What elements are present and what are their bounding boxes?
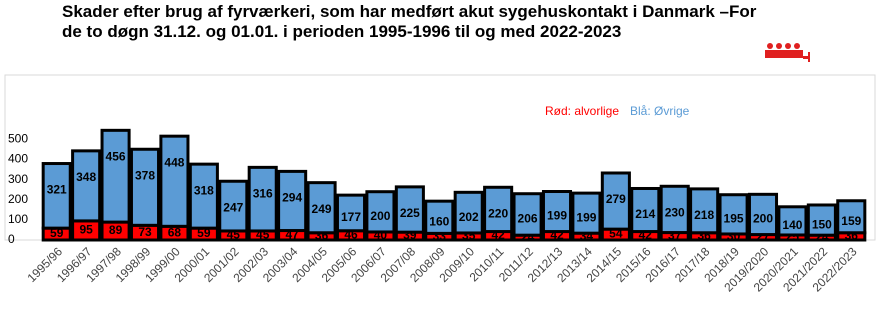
bar-segment <box>747 192 779 237</box>
bar-segment <box>630 186 661 234</box>
data-label: 214 <box>635 207 655 221</box>
y-tick-label: 0 <box>8 232 15 246</box>
data-label: 159 <box>841 214 861 228</box>
y-tick-label: 200 <box>8 192 28 206</box>
bar-segment <box>100 128 131 224</box>
data-label: 73 <box>138 225 152 239</box>
bar-segment <box>335 193 367 233</box>
data-label: 160 <box>429 214 449 228</box>
bar-segment <box>129 147 161 227</box>
chart-title: Skader efter brug af fyrværkeri, som har… <box>62 2 757 41</box>
logo <box>765 43 810 62</box>
data-label: 448 <box>164 155 184 169</box>
data-label: 89 <box>109 223 123 237</box>
data-label: 321 <box>47 183 67 197</box>
data-label: 247 <box>223 200 243 214</box>
data-label: 456 <box>106 150 126 164</box>
data-label: 206 <box>518 212 538 226</box>
data-label: 200 <box>370 209 390 223</box>
data-label: 150 <box>812 217 832 231</box>
bar-segment <box>571 191 602 235</box>
bar-segment <box>689 187 720 235</box>
bar-segment <box>777 205 808 237</box>
data-label: 140 <box>782 218 802 232</box>
data-label: 225 <box>400 206 420 220</box>
data-label: 95 <box>79 223 93 237</box>
data-label: 279 <box>606 192 626 206</box>
bar-segment <box>453 190 484 235</box>
bar-segment <box>806 203 837 237</box>
bar-segment <box>541 190 573 234</box>
bar-segment <box>600 171 631 231</box>
data-label: 177 <box>341 210 361 224</box>
data-label: 220 <box>488 206 508 220</box>
bar-segment <box>394 185 425 234</box>
data-label: 316 <box>253 187 273 201</box>
bar-segment <box>836 199 867 235</box>
legend-entry: Rød: alvorlige <box>545 104 619 118</box>
data-label: 59 <box>197 226 211 240</box>
legend-entry: Blå: Øvrige <box>630 104 690 118</box>
bar-segment <box>512 192 543 237</box>
y-tick-label: 500 <box>8 132 28 146</box>
data-label: 68 <box>168 225 182 239</box>
data-label: 202 <box>459 210 479 224</box>
data-label: 230 <box>665 205 685 219</box>
data-label: 378 <box>135 168 155 182</box>
bar-segment <box>306 181 337 235</box>
bar-segment <box>365 190 396 234</box>
bar-segment <box>159 134 190 228</box>
bar-segment <box>247 165 278 233</box>
data-label: 195 <box>724 212 744 226</box>
data-label: 348 <box>76 170 96 184</box>
bar-segment <box>41 162 72 230</box>
data-label: 199 <box>576 210 596 224</box>
data-label: 249 <box>312 202 332 216</box>
data-label: 218 <box>694 208 714 222</box>
y-tick-label: 300 <box>8 172 28 186</box>
bar-segment <box>188 162 219 230</box>
data-label: 294 <box>282 191 302 205</box>
bar-segment <box>424 199 455 235</box>
data-label: 318 <box>194 183 214 197</box>
bar-segment <box>718 193 749 236</box>
bar-segment <box>277 169 308 233</box>
bar-segment <box>659 184 690 235</box>
data-label: 199 <box>547 209 567 223</box>
data-label: 200 <box>753 212 773 226</box>
bar-segment <box>483 185 514 234</box>
y-tick-label: 100 <box>8 212 28 226</box>
y-tick-label: 400 <box>8 152 28 166</box>
data-label: 59 <box>50 226 64 240</box>
bar-segment <box>71 149 102 223</box>
bar-segment <box>218 179 249 233</box>
